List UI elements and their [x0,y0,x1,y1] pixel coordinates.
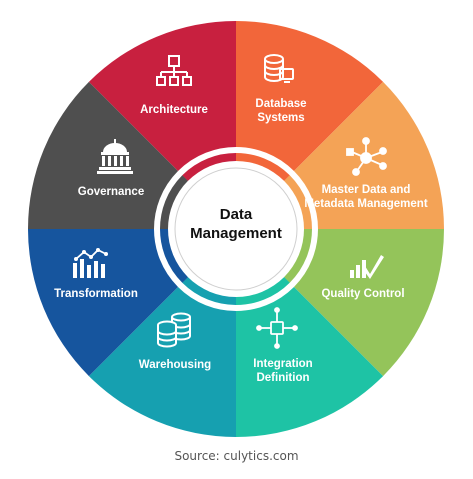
ring-warehousing [182,277,236,305]
center-disc [174,167,298,291]
database-stack-icon [157,312,191,348]
source-credit: Source: culytics.com [174,449,299,463]
label-warehousing: Warehousing [139,359,211,371]
ring-governance [160,175,188,229]
label-architecture: Architecture [140,104,208,116]
network-hub-icon [346,137,387,176]
center-title-line2: Management [190,225,282,242]
database-icon [264,54,294,83]
ring-gap [154,147,318,311]
label-database-systems-line1: Database [255,98,306,110]
ring-database-systems [236,153,290,181]
center-title-line1: Data [220,206,253,223]
ring-quality-control [284,229,312,283]
label-integration-definition-line1: Integration [253,358,312,370]
label-quality-control: Quality Control [321,288,404,300]
label-database-systems-line2: Systems [257,112,304,124]
ring-integration-definition [236,277,290,305]
label-master-data-line1: Master Data and [322,184,411,196]
label-governance: Governance [78,186,144,198]
ring-master-data [284,175,312,229]
integration-icon [256,307,298,349]
label-master-data-line2: Metadata Management [304,198,428,210]
capitol-icon [97,139,133,174]
chart-trend-icon [73,248,108,278]
label-integration-definition-line2: Definition [256,372,309,384]
bar-check-icon [350,255,384,279]
label-transformation: Transformation [54,288,138,300]
ring-architecture [182,153,236,181]
hierarchy-icon [156,55,192,86]
ring-transformation [160,229,188,283]
